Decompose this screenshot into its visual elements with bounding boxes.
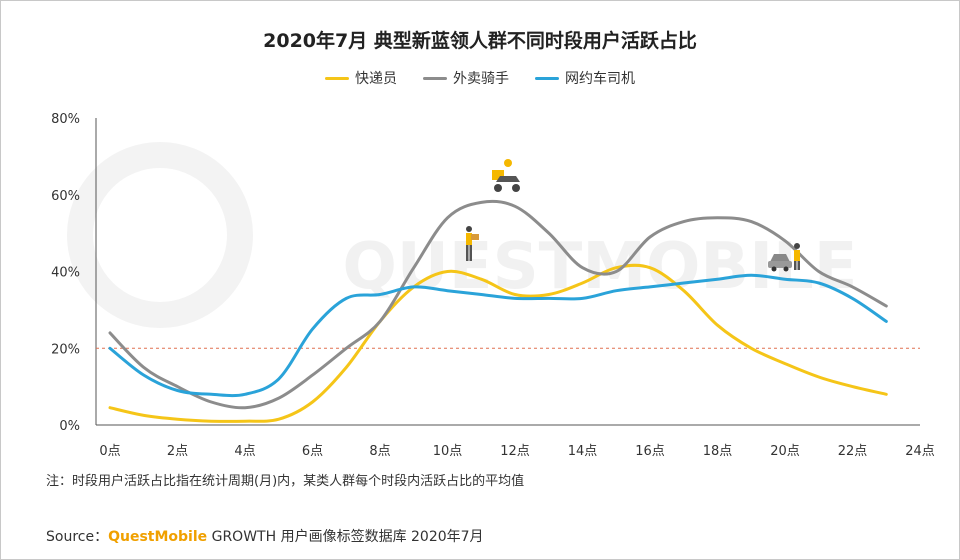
footnote: 注：时段用户活跃占比指在统计周期(月)内，某类人群每个时段内活跃占比的平均值 [46, 474, 525, 489]
x-tick-label: 14点 [568, 444, 598, 459]
legend-item-courier: 快递员 [325, 68, 397, 88]
courier-figure-icon [466, 226, 479, 261]
legend-swatch-courier [325, 76, 349, 80]
source-prefix: Source： [46, 529, 109, 545]
source-brand: QuestMobile [108, 529, 208, 545]
series-line-driver [108, 273, 888, 398]
x-tick-label: 22点 [838, 444, 868, 459]
legend-item-rider: 外卖骑手 [423, 68, 509, 88]
y-tick-label: 0% [59, 419, 80, 434]
x-tick-label: 6点 [302, 444, 323, 459]
y-tick-label: 40% [51, 266, 80, 281]
watermark-logo [67, 142, 253, 328]
legend-label-driver: 网约车司机 [565, 71, 635, 87]
chart-title: 2020年7月 典型新蓝领人群不同时段用户活跃占比 [263, 30, 697, 52]
legend-swatch-driver [535, 76, 559, 80]
x-tick-label: 0点 [99, 444, 120, 459]
legend-item-driver: 网约车司机 [535, 68, 635, 88]
x-tick-label: 16点 [635, 444, 665, 459]
legend-swatch-rider [423, 76, 447, 80]
legend: 快递员 外卖骑手 网约车司机 [0, 68, 960, 88]
x-tick-label: 18点 [703, 444, 733, 459]
source-line: Source：QuestMobile GROWTH 用户画像标签数据库 2020… [46, 526, 484, 546]
y-tick-label: 60% [51, 189, 80, 204]
y-tick-label: 20% [51, 342, 80, 357]
x-tick-label: 4点 [234, 444, 255, 459]
source-suffix: GROWTH 用户画像标签数据库 2020年7月 [207, 529, 484, 545]
scooter-rider-icon [492, 159, 520, 192]
x-tick-label: 12点 [500, 444, 530, 459]
driver-car-icon [768, 243, 800, 272]
x-tick-label: 24点 [905, 444, 935, 459]
y-tick-label: 80% [51, 112, 80, 127]
legend-label-courier: 快递员 [355, 71, 397, 87]
series-line-rider [108, 199, 888, 410]
series-line-courier [108, 263, 888, 423]
legend-label-rider: 外卖骑手 [453, 71, 509, 87]
x-tick-label: 8点 [369, 444, 390, 459]
x-tick-label: 2点 [167, 444, 188, 459]
x-tick-label: 20点 [770, 444, 800, 459]
x-tick-label: 10点 [433, 444, 463, 459]
